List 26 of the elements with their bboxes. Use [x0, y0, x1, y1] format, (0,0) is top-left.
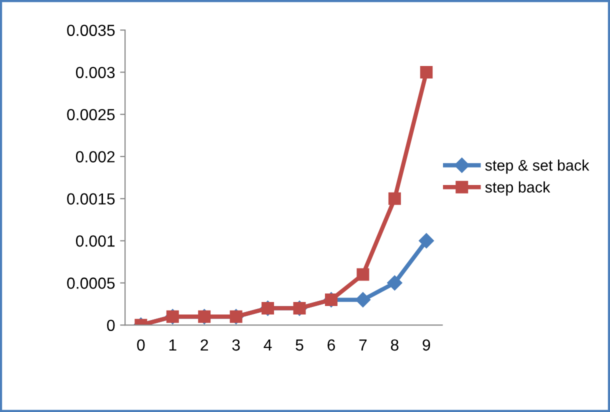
point — [355, 292, 371, 308]
x-tick-label: 2 — [200, 339, 208, 351]
point — [420, 66, 433, 78]
point — [418, 233, 434, 248]
point — [356, 268, 370, 281]
point — [387, 275, 402, 290]
x-tick-label: 6 — [328, 339, 335, 351]
x-tick-label: 9 — [422, 339, 430, 351]
legend-label: step & set back — [485, 160, 590, 174]
y-tick-label: 0.003 — [76, 66, 115, 78]
x-tick-label: 8 — [390, 339, 398, 351]
x-tick-label: 4 — [264, 340, 272, 351]
point — [388, 192, 401, 205]
y-tick-label: 0.0025 — [67, 108, 115, 120]
x-tick-label: 1 — [169, 340, 176, 351]
y-tick-label: 0.0035 — [67, 24, 115, 36]
x-tick-label: 7 — [359, 340, 367, 351]
y-tick-label: 0 — [107, 320, 115, 332]
x-tick-label: 3 — [232, 339, 240, 351]
y-tick-label: 0.001 — [76, 235, 115, 247]
y-tick-label: 0.0015 — [67, 193, 115, 205]
x-tick-label: 5 — [296, 340, 304, 351]
x-tick-label: 0 — [137, 339, 145, 351]
legend-label: step back — [485, 181, 550, 196]
y-tick-label: 0.002 — [76, 151, 115, 162]
y-tick-label: 0.0005 — [67, 278, 115, 289]
